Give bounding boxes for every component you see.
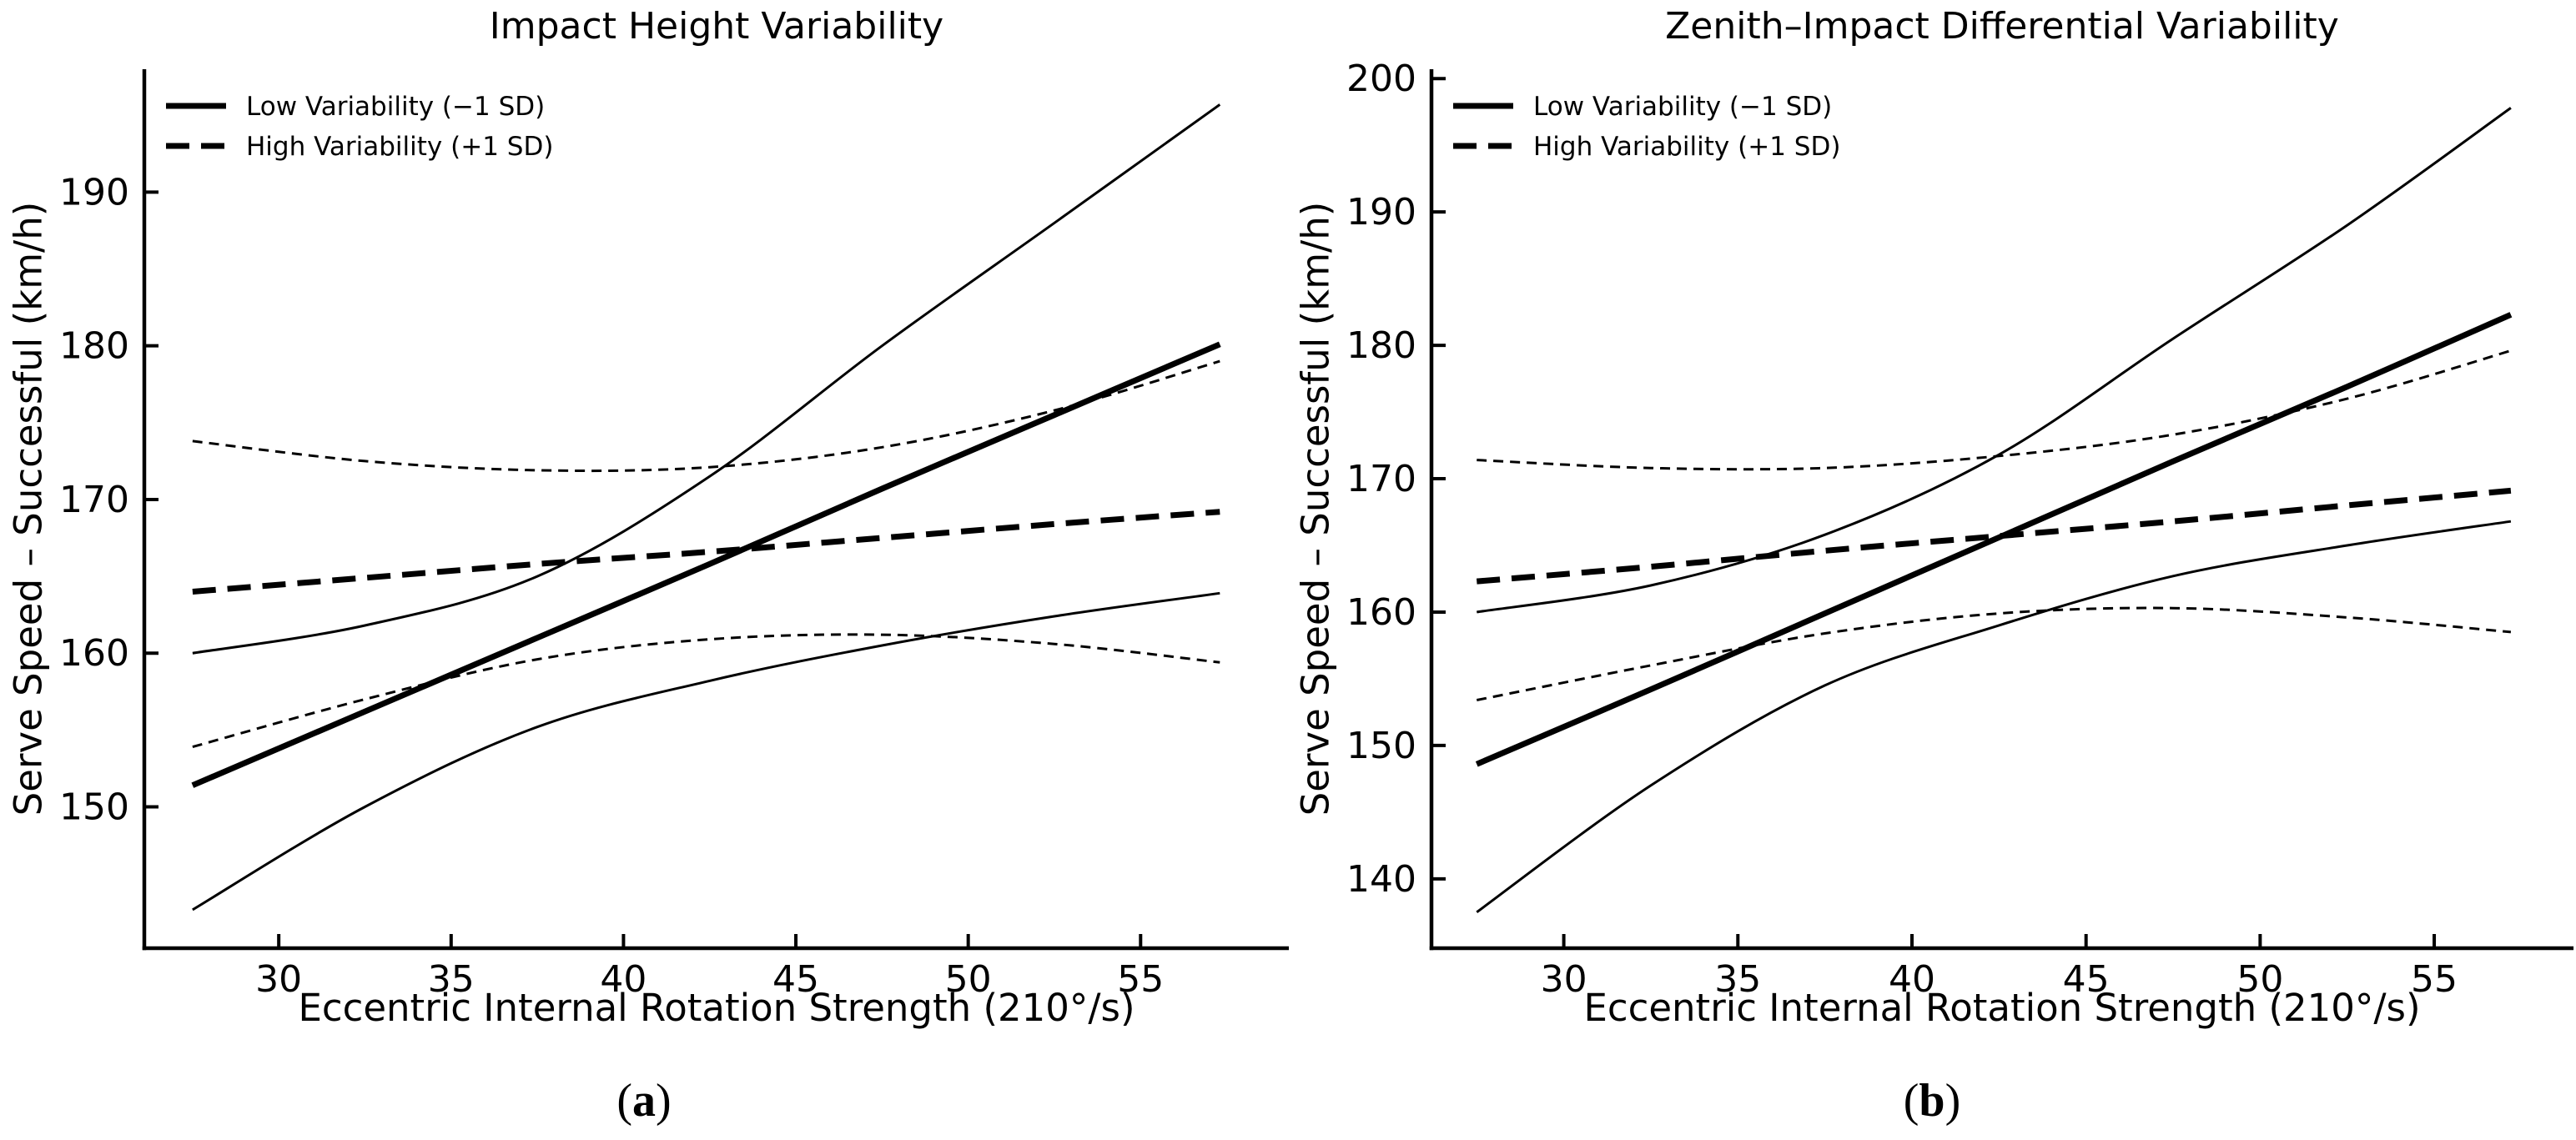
caption-open-paren: ( — [1903, 1075, 1919, 1127]
panel-b-caption: (b) — [1904, 1074, 1960, 1127]
panel-a-caption: (a) — [616, 1074, 671, 1127]
y-tick-label: 170 — [59, 479, 129, 521]
legend-label: Low Variability (−1 SD) — [246, 92, 545, 122]
caption-open-paren: ( — [616, 1075, 632, 1127]
series-low-variability-upper-ci — [192, 103, 1221, 655]
panel-b-title: Zenith–Impact Differential Variability — [1665, 5, 2339, 48]
panel-a-xaxis-label: Eccentric Internal Rotation Strength (21… — [298, 986, 1135, 1030]
y-tick-label: 180 — [1346, 324, 1416, 367]
y-tick-label: 150 — [59, 786, 129, 828]
x-tick-label: 45 — [772, 958, 819, 1001]
y-tick-label: 190 — [1346, 191, 1416, 234]
legend-label: High Variability (+1 SD) — [1533, 132, 1840, 162]
x-tick-label: 30 — [255, 958, 302, 1001]
panel-a-title: Impact Height Variability — [489, 5, 944, 48]
y-tick-label: 200 — [1346, 58, 1416, 100]
y-tick-label: 160 — [59, 632, 129, 675]
caption-letter: b — [1919, 1075, 1945, 1127]
y-tick-label: 170 — [1346, 458, 1416, 500]
x-tick-label: 35 — [428, 958, 475, 1001]
series-high-variability-1-sd- — [192, 509, 1220, 595]
caption-letter: a — [632, 1075, 656, 1127]
panel-b-yaxis-label: Serve Speed – Successful (km/h) — [1293, 201, 1338, 816]
series-low-variability-upper-ci — [1477, 107, 2512, 614]
caption-close-paren: ) — [1945, 1075, 1961, 1127]
series-low-variability-lower-ci — [1476, 520, 2512, 914]
y-tick-label: 160 — [1346, 591, 1416, 634]
series-high-variability-lower-ci — [1476, 606, 2512, 701]
series-low-variability-1-sd- — [191, 341, 1221, 788]
y-tick-label: 180 — [59, 325, 129, 368]
y-tick-label: 190 — [59, 171, 129, 213]
series-high-variability-upper-ci — [1477, 349, 2512, 471]
panel-b-xaxis-label: Eccentric Internal Rotation Strength (21… — [1583, 986, 2421, 1030]
x-tick-label: 40 — [600, 958, 647, 1001]
series-low-variability-lower-ci — [192, 591, 1220, 911]
x-tick-label: 45 — [2063, 958, 2110, 1001]
series-high-variability-1-sd- — [1476, 487, 2512, 585]
legend-label: High Variability (+1 SD) — [246, 132, 553, 162]
x-tick-label: 55 — [2411, 958, 2458, 1001]
series-high-variability-lower-ci — [192, 633, 1220, 749]
x-tick-label: 50 — [2236, 958, 2283, 1001]
legend-label: Low Variability (−1 SD) — [1533, 92, 1832, 122]
series-high-variability-upper-ci — [192, 359, 1220, 473]
y-tick-label: 140 — [1346, 858, 1416, 901]
x-tick-label: 30 — [1541, 958, 1587, 1001]
x-tick-label: 50 — [945, 958, 992, 1001]
caption-close-paren: ) — [656, 1075, 672, 1127]
x-tick-label: 55 — [1117, 958, 1164, 1001]
y-tick-label: 150 — [1346, 725, 1416, 767]
panel-a-yaxis-label: Serve Speed – Successful (km/h) — [6, 201, 51, 816]
x-tick-label: 40 — [1889, 958, 1935, 1001]
series-low-variability-1-sd- — [1475, 312, 2513, 767]
x-tick-label: 35 — [1714, 958, 1761, 1001]
